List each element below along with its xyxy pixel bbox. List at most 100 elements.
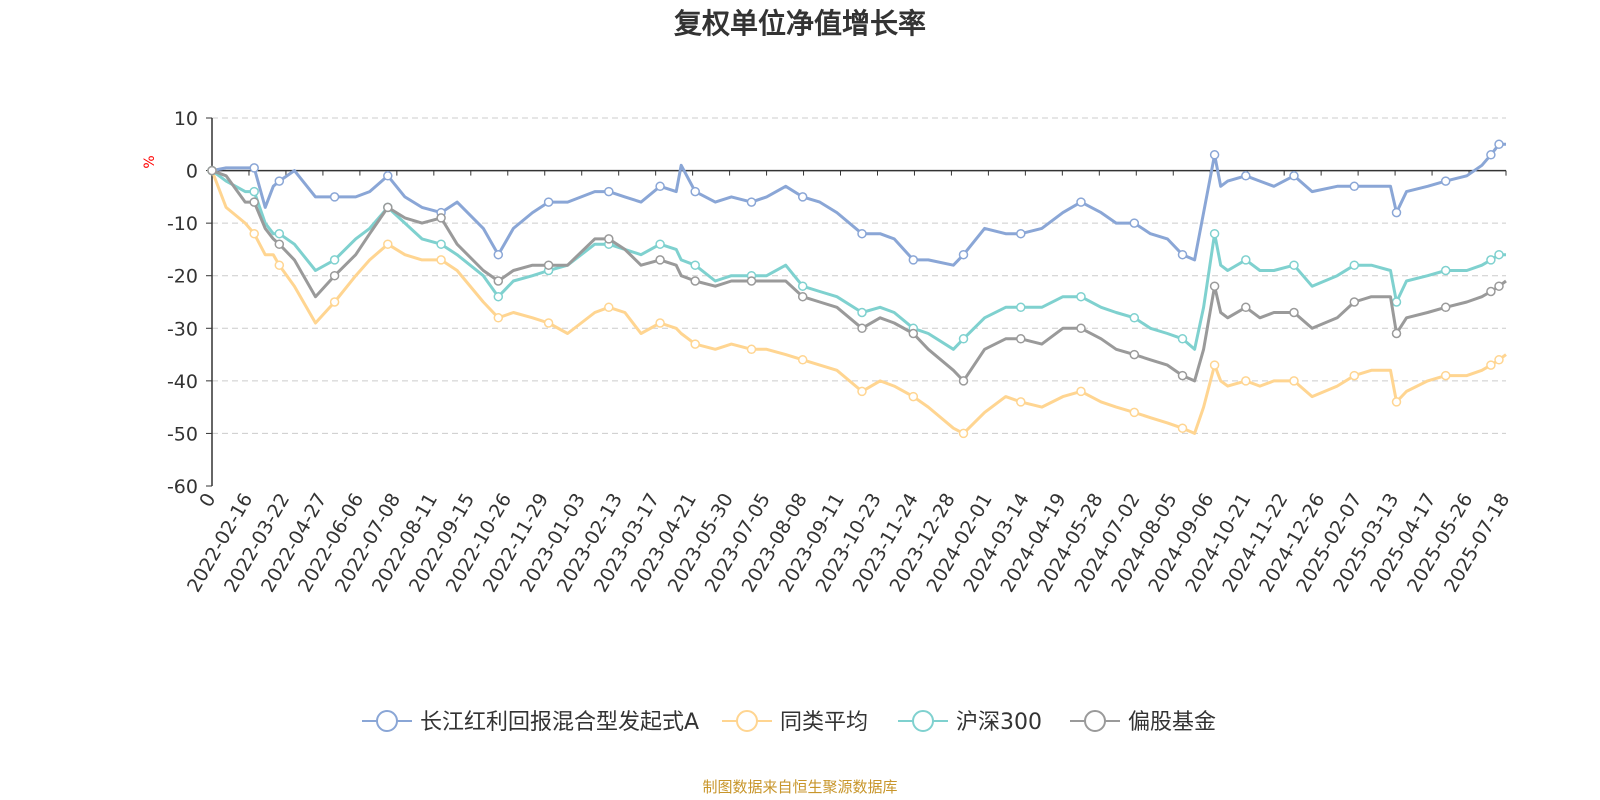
y-tick-label: 10 [174,108,198,130]
y-tick-label: -60 [167,476,198,498]
data-point [1076,291,1086,302]
data-point [1241,255,1251,265]
data-point [1289,307,1299,318]
legend-circle-icon [736,710,758,732]
data-point [1349,260,1360,270]
data-point [249,186,259,197]
legend-label: 长江红利回报混合型发起式A [420,710,699,735]
data-point [543,260,554,270]
data-point [1177,423,1188,433]
data-point [207,165,217,176]
data-point [1440,370,1451,381]
legend-circle-icon [376,710,398,732]
data-point [543,197,554,207]
legend-item[interactable]: 同类平均 [722,710,868,735]
data-point [908,328,919,339]
data-point [1391,207,1402,218]
data-point [1289,260,1299,270]
data-point [604,234,614,244]
data-point [655,239,665,249]
data-point [908,391,919,402]
data-point [655,181,665,192]
data-point [958,334,969,344]
data-point [329,270,340,281]
y-tick-label: 0 [186,161,198,183]
data-point [329,255,340,265]
axes: 100-10-20-30-40-50-6002022-02-162022-03-… [167,108,1514,596]
series-1 [207,165,1507,439]
data-point [1177,249,1188,260]
data-point [329,297,340,307]
data-point [1391,328,1402,339]
data-point [1016,334,1026,344]
data-point [958,249,969,260]
series-3 [207,165,1507,386]
y-axis-unit: % [142,155,158,168]
data-point [1076,386,1086,397]
series-line [211,142,1506,267]
data-point [1440,302,1451,313]
data-point [1209,228,1220,239]
data-point [1076,197,1086,207]
data-point [746,197,757,207]
data-point [274,228,285,239]
legend-item[interactable]: 沪深300 [898,710,1042,735]
data-point [857,323,867,334]
data-point [1129,313,1140,323]
data-point [383,202,393,213]
grid-lines [212,117,1506,434]
data-point [690,260,700,270]
data-point [1241,376,1251,386]
data-point [274,260,285,270]
data-point [1241,171,1251,181]
legend-item[interactable]: 长江红利回报混合型发起式A [362,710,699,735]
data-point [1129,349,1140,360]
data-point [1177,334,1188,344]
data-point [655,255,665,265]
legend-circle-icon [912,710,934,732]
data-point [249,228,259,239]
data-point [1076,323,1086,334]
data-point [1349,297,1360,307]
series-line [211,169,1506,351]
data-point [690,339,700,349]
data-point [1129,218,1140,228]
legend-circle-icon [1084,710,1106,732]
legend-item[interactable]: 偏股基金 [1070,710,1216,735]
data-point [908,255,919,265]
data-point [604,302,614,313]
data-point [1494,139,1504,150]
data-point [436,239,446,249]
data-point [1494,355,1504,365]
data-point [690,276,700,286]
data-point [1209,150,1220,160]
data-point [797,291,808,302]
data-point [1486,255,1496,265]
data-point [746,344,757,355]
y-tick-label: -10 [167,213,198,235]
data-point [857,307,867,318]
data-point [249,197,259,207]
data-point [857,228,867,239]
data-point [249,163,259,173]
y-tick-label: -30 [167,318,198,340]
data-point [436,213,446,223]
y-tick-label: -50 [167,423,198,445]
data-point [274,176,285,186]
data-point [1209,281,1220,291]
data-point [1494,249,1504,260]
legend: 长江红利回报混合型发起式A 同类平均 沪深300 偏股基金 [362,710,1216,735]
data-point [604,186,614,197]
data-point [1289,376,1299,386]
data-point [857,386,867,397]
series-lines [207,139,1507,439]
data-point [1349,370,1360,381]
legend-label: 沪深300 [956,710,1042,735]
data-point [1486,360,1496,370]
y-tick-label: -40 [167,371,198,393]
data-point [329,192,340,202]
data-point [493,291,504,302]
series-line [211,169,1507,383]
data-point [1016,302,1026,313]
